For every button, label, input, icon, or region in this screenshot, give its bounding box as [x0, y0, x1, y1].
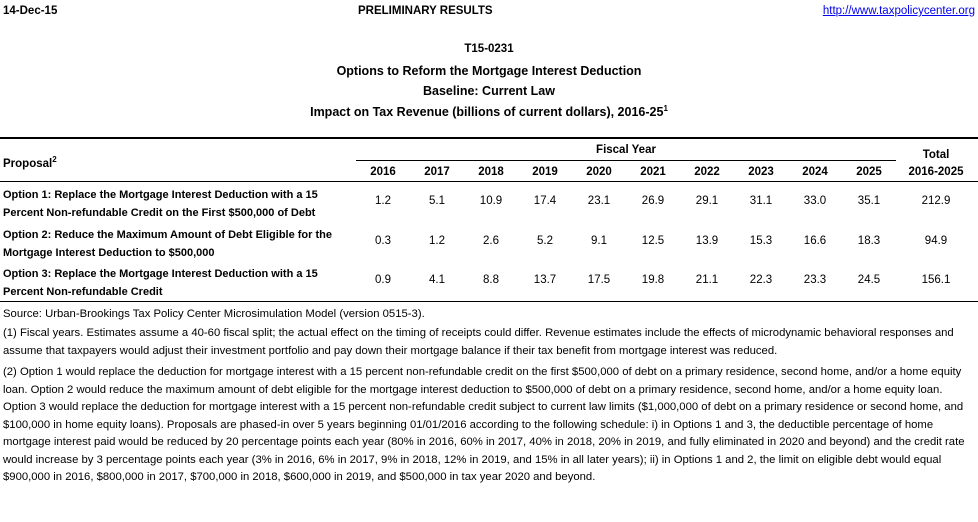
total-header: Total	[922, 149, 950, 161]
cell: 16.6	[803, 235, 827, 247]
row-label: Option 3: Replace the Mortgage Interest …	[3, 268, 318, 298]
year-header: 2017	[424, 166, 450, 178]
year-header: 2020	[586, 166, 612, 178]
cell: 33.0	[803, 195, 827, 207]
proposal-header: Proposal	[3, 157, 53, 170]
report-date: 14-Dec-15	[3, 5, 58, 17]
rule	[0, 301, 978, 302]
link[interactable]: http://www.taxpolicycenter.org	[822, 5, 975, 17]
cell: 19.8	[641, 274, 665, 286]
rule	[356, 160, 896, 161]
cell: 1.2	[429, 235, 445, 247]
cell: 35.1	[857, 195, 881, 207]
year-header: 2019	[532, 166, 558, 178]
subtitle-text: Impact on Tax Revenue (billions of curre…	[310, 105, 664, 120]
column-header: Proposal2	[3, 155, 57, 170]
rule	[0, 181, 978, 182]
cell: 0.3	[375, 235, 391, 247]
total-cell: 94.9	[924, 235, 948, 247]
title: Options to Reform the Mortgage Interest …	[336, 64, 642, 78]
rule	[0, 137, 978, 139]
year-header: 2024	[802, 166, 828, 178]
cell: 18.3	[857, 235, 881, 247]
footnote-ref: 2	[52, 155, 57, 164]
table-id: T15-0231	[464, 43, 514, 55]
cell: 15.3	[749, 235, 773, 247]
cell: 4.1	[429, 274, 445, 286]
cell: 13.7	[533, 274, 557, 286]
year-header: 2021	[640, 166, 666, 178]
group-header: Fiscal Year	[596, 144, 656, 156]
footnote-ref: 1	[663, 104, 668, 113]
cell: 23.1	[587, 195, 611, 207]
note: (1) Fiscal years. Estimates assume a 40-…	[3, 327, 954, 357]
year-header: 2016	[370, 166, 396, 178]
cell: 29.1	[695, 195, 719, 207]
cell: 17.4	[533, 195, 557, 207]
cell: 5.2	[537, 235, 553, 247]
year-header: 2023	[748, 166, 774, 178]
cell: 31.1	[749, 195, 773, 207]
cell: 26.9	[641, 195, 665, 207]
cell: 21.1	[695, 274, 719, 286]
row-label: Option 1: Replace the Mortgage Interest …	[3, 189, 318, 219]
year-header: 2018	[478, 166, 504, 178]
total-cell: 212.9	[921, 195, 951, 207]
cell: 2.6	[483, 235, 499, 247]
year-header: 2025	[856, 166, 882, 178]
cell: 8.8	[483, 274, 499, 286]
row-label: Option 2: Reduce the Maximum Amount of D…	[3, 229, 332, 259]
cell: 13.9	[695, 235, 719, 247]
cell: 10.9	[479, 195, 503, 207]
note: Source: Urban-Brookings Tax Policy Cente…	[3, 308, 425, 320]
year-header: 2022	[694, 166, 720, 178]
cell: 5.1	[429, 195, 445, 207]
baseline: Baseline: Current Law	[423, 84, 555, 98]
cell: 12.5	[641, 235, 665, 247]
cell: 24.5	[857, 274, 881, 286]
cell: 22.3	[749, 274, 773, 286]
status: PRELIMINARY RESULTS	[358, 5, 493, 17]
total-cell: 156.1	[921, 274, 951, 286]
total-header: 2016-2025	[908, 166, 964, 178]
cell: 0.9	[375, 274, 391, 286]
cell: 17.5	[587, 274, 611, 286]
cell: 9.1	[591, 235, 607, 247]
note: (2) Option 1 would replace the deduction…	[3, 366, 965, 483]
cell: 1.2	[375, 195, 391, 207]
cell: 23.3	[803, 274, 827, 286]
subtitle: Impact on Tax Revenue (billions of curre…	[0, 104, 978, 119]
